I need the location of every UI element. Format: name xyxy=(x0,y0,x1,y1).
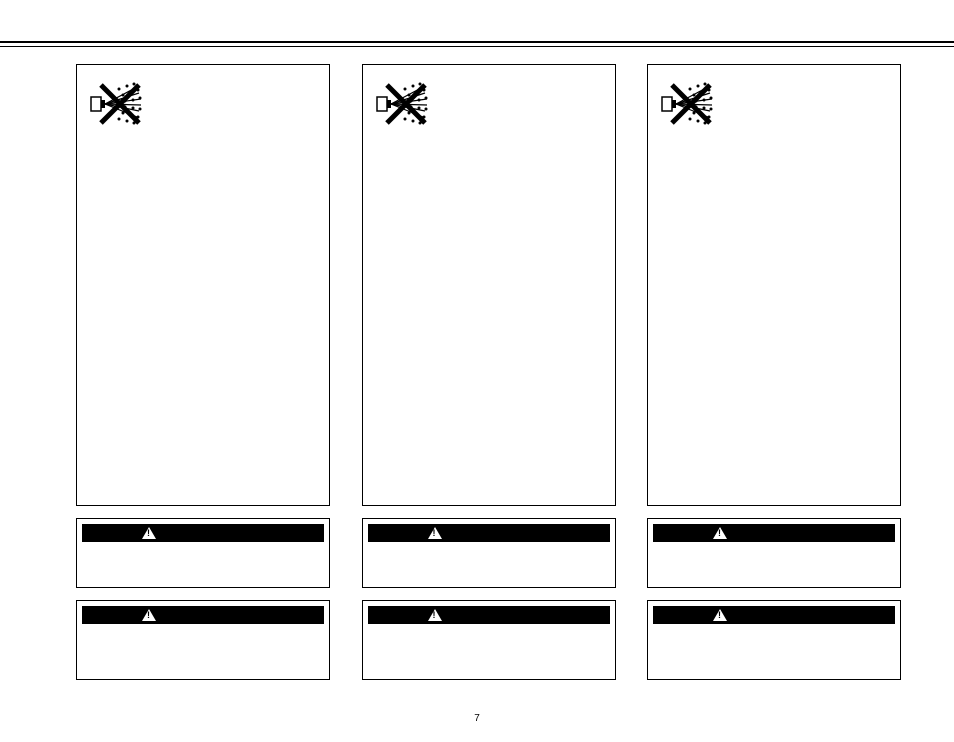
warning-header xyxy=(653,524,895,542)
column-2 xyxy=(362,64,616,680)
no-spray-icon xyxy=(375,79,435,129)
alert-triangle-icon xyxy=(428,609,442,621)
warning-box-2 xyxy=(647,600,901,680)
alert-triangle-icon xyxy=(142,527,156,539)
info-panel xyxy=(362,64,616,506)
warning-header xyxy=(82,524,324,542)
alert-triangle-icon xyxy=(713,527,727,539)
no-spray-icon xyxy=(660,79,720,129)
no-spray-icon xyxy=(89,79,149,129)
warning-header xyxy=(368,606,610,624)
warning-header xyxy=(653,606,895,624)
info-panel xyxy=(647,64,901,506)
warning-box-1 xyxy=(76,518,330,588)
warning-header xyxy=(82,606,324,624)
warning-header xyxy=(368,524,610,542)
warning-box-1 xyxy=(647,518,901,588)
alert-triangle-icon xyxy=(142,609,156,621)
warning-box-1 xyxy=(362,518,616,588)
column-1 xyxy=(76,64,330,680)
alert-triangle-icon xyxy=(713,609,727,621)
column-3 xyxy=(647,64,901,680)
warning-box-2 xyxy=(362,600,616,680)
warning-box-2 xyxy=(76,600,330,680)
info-panel xyxy=(76,64,330,506)
header-rule-thin xyxy=(0,46,954,47)
alert-triangle-icon xyxy=(428,527,442,539)
page-number: 7 xyxy=(0,713,954,724)
header-rule-thick xyxy=(0,41,954,43)
content-columns xyxy=(76,64,901,680)
